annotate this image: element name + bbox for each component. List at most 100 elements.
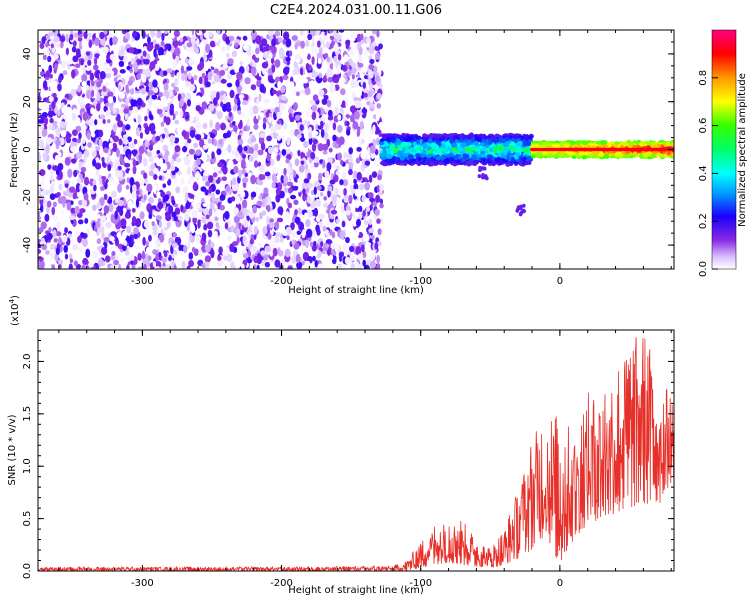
heatmap-cell xyxy=(179,136,185,144)
heatmap-cell xyxy=(340,201,345,208)
heatmap-cell xyxy=(303,131,310,140)
heatmap-cell xyxy=(344,256,351,265)
heatmap-cell xyxy=(215,209,222,218)
heatmap-cell xyxy=(94,162,102,170)
heatmap-cell xyxy=(242,130,248,138)
heatmap-cell xyxy=(143,228,150,235)
heatmap-cell xyxy=(429,161,434,166)
heatmap-cell xyxy=(211,151,215,159)
heatmap-cell xyxy=(153,185,157,195)
heatmap-cell xyxy=(329,179,336,185)
heatmap-cell xyxy=(139,132,144,139)
heatmap-cell xyxy=(299,67,304,76)
heatmap-cell xyxy=(486,154,494,159)
heatmap-cell xyxy=(203,207,209,216)
heatmap-cell xyxy=(366,206,370,212)
heatmap-cell xyxy=(83,31,88,39)
heatmap-cell xyxy=(80,97,85,106)
heatmap-cell xyxy=(125,84,129,92)
heatmap-cell xyxy=(316,185,322,191)
heatmap-cell xyxy=(498,159,504,166)
heatmap-cell xyxy=(94,37,100,47)
heatmap-cell xyxy=(255,217,259,222)
heatmap-cell xyxy=(137,141,141,148)
heatmap-cell xyxy=(338,136,345,146)
heatmap-cell xyxy=(337,53,342,61)
heatmap-cell xyxy=(376,92,382,100)
heatmap-cell xyxy=(220,122,227,131)
heatmap-cell xyxy=(53,51,58,59)
heatmap-cell xyxy=(176,72,181,81)
heatmap-cell xyxy=(236,236,240,244)
heatmap-cell xyxy=(255,186,260,192)
heatmap-cell xyxy=(174,78,179,86)
heatmap-cell xyxy=(102,119,106,125)
heatmap-cell xyxy=(246,102,251,112)
heatmap-cell xyxy=(367,90,373,98)
heatmap-cell xyxy=(270,57,275,64)
heatmap-cell xyxy=(229,243,235,253)
heatmap-cell xyxy=(185,114,190,120)
heatmap-cell xyxy=(262,117,267,124)
heatmap-cell xyxy=(189,204,193,210)
heatmap-cell xyxy=(517,140,523,146)
heatmap-cell xyxy=(243,145,248,152)
heatmap-cell xyxy=(444,147,449,153)
heatmap-cell xyxy=(40,180,45,190)
heatmap-cell xyxy=(70,141,76,147)
heatmap-cell xyxy=(269,250,273,257)
heatmap-cell xyxy=(239,60,243,67)
heatmap-cell xyxy=(339,179,344,186)
heatmap-cell xyxy=(193,142,199,149)
heatmap-cell xyxy=(341,171,347,181)
heatmap-cell xyxy=(261,61,269,69)
heatmap-cell xyxy=(383,142,390,147)
heatmap-cell xyxy=(273,96,280,104)
heatmap-cell xyxy=(178,244,185,252)
heatmap-cell xyxy=(356,33,362,43)
heatmap-cell xyxy=(307,172,312,180)
heatmap-cell xyxy=(117,183,122,193)
heatmap-cell xyxy=(102,46,109,54)
heatmap-cell xyxy=(286,60,291,66)
heatmap-cell xyxy=(246,56,252,64)
heatmap-cell xyxy=(186,265,191,269)
heatmap-cell xyxy=(348,147,354,155)
heatmap-cell xyxy=(259,43,263,52)
heatmap-cell xyxy=(435,156,441,161)
heatmap-cell xyxy=(304,39,310,47)
heatmap-cell xyxy=(48,95,54,103)
heatmap-cell xyxy=(155,99,162,107)
heatmap-cell xyxy=(221,30,229,33)
heatmap-cell xyxy=(109,37,114,46)
heatmap-cell xyxy=(479,142,485,147)
heatmap-cell xyxy=(436,150,442,155)
heatmap-cell xyxy=(188,57,195,66)
heatmap-cell xyxy=(358,46,363,56)
heatmap-cell xyxy=(163,82,169,91)
heatmap-cell xyxy=(122,198,127,207)
heatmap-cell xyxy=(422,143,427,150)
heatmap-cell xyxy=(198,76,203,85)
heatmap-cell xyxy=(142,236,146,246)
heatmap-cell xyxy=(269,158,275,166)
heatmap-cell xyxy=(326,162,332,171)
heatmap-cell xyxy=(334,187,339,196)
heatmap-cell xyxy=(148,114,154,120)
heatmap-cell xyxy=(57,110,61,117)
heatmap-cell xyxy=(158,157,164,168)
heatmap-cell xyxy=(279,102,286,111)
heatmap-cell xyxy=(146,183,153,193)
heatmap-cell xyxy=(340,159,344,166)
heatmap-cell xyxy=(41,36,46,45)
heatmap-cell xyxy=(149,122,156,133)
heatmap-cell xyxy=(323,94,329,100)
heatmap-cell xyxy=(96,81,102,88)
heatmap-cell xyxy=(252,105,259,115)
heatmap-cell xyxy=(125,192,130,200)
heatmap-cell xyxy=(45,70,51,78)
heatmap-cell xyxy=(264,198,268,205)
heatmap-cell xyxy=(207,138,212,144)
heatmap-cell xyxy=(336,36,341,42)
heatmap-cell xyxy=(250,30,258,39)
